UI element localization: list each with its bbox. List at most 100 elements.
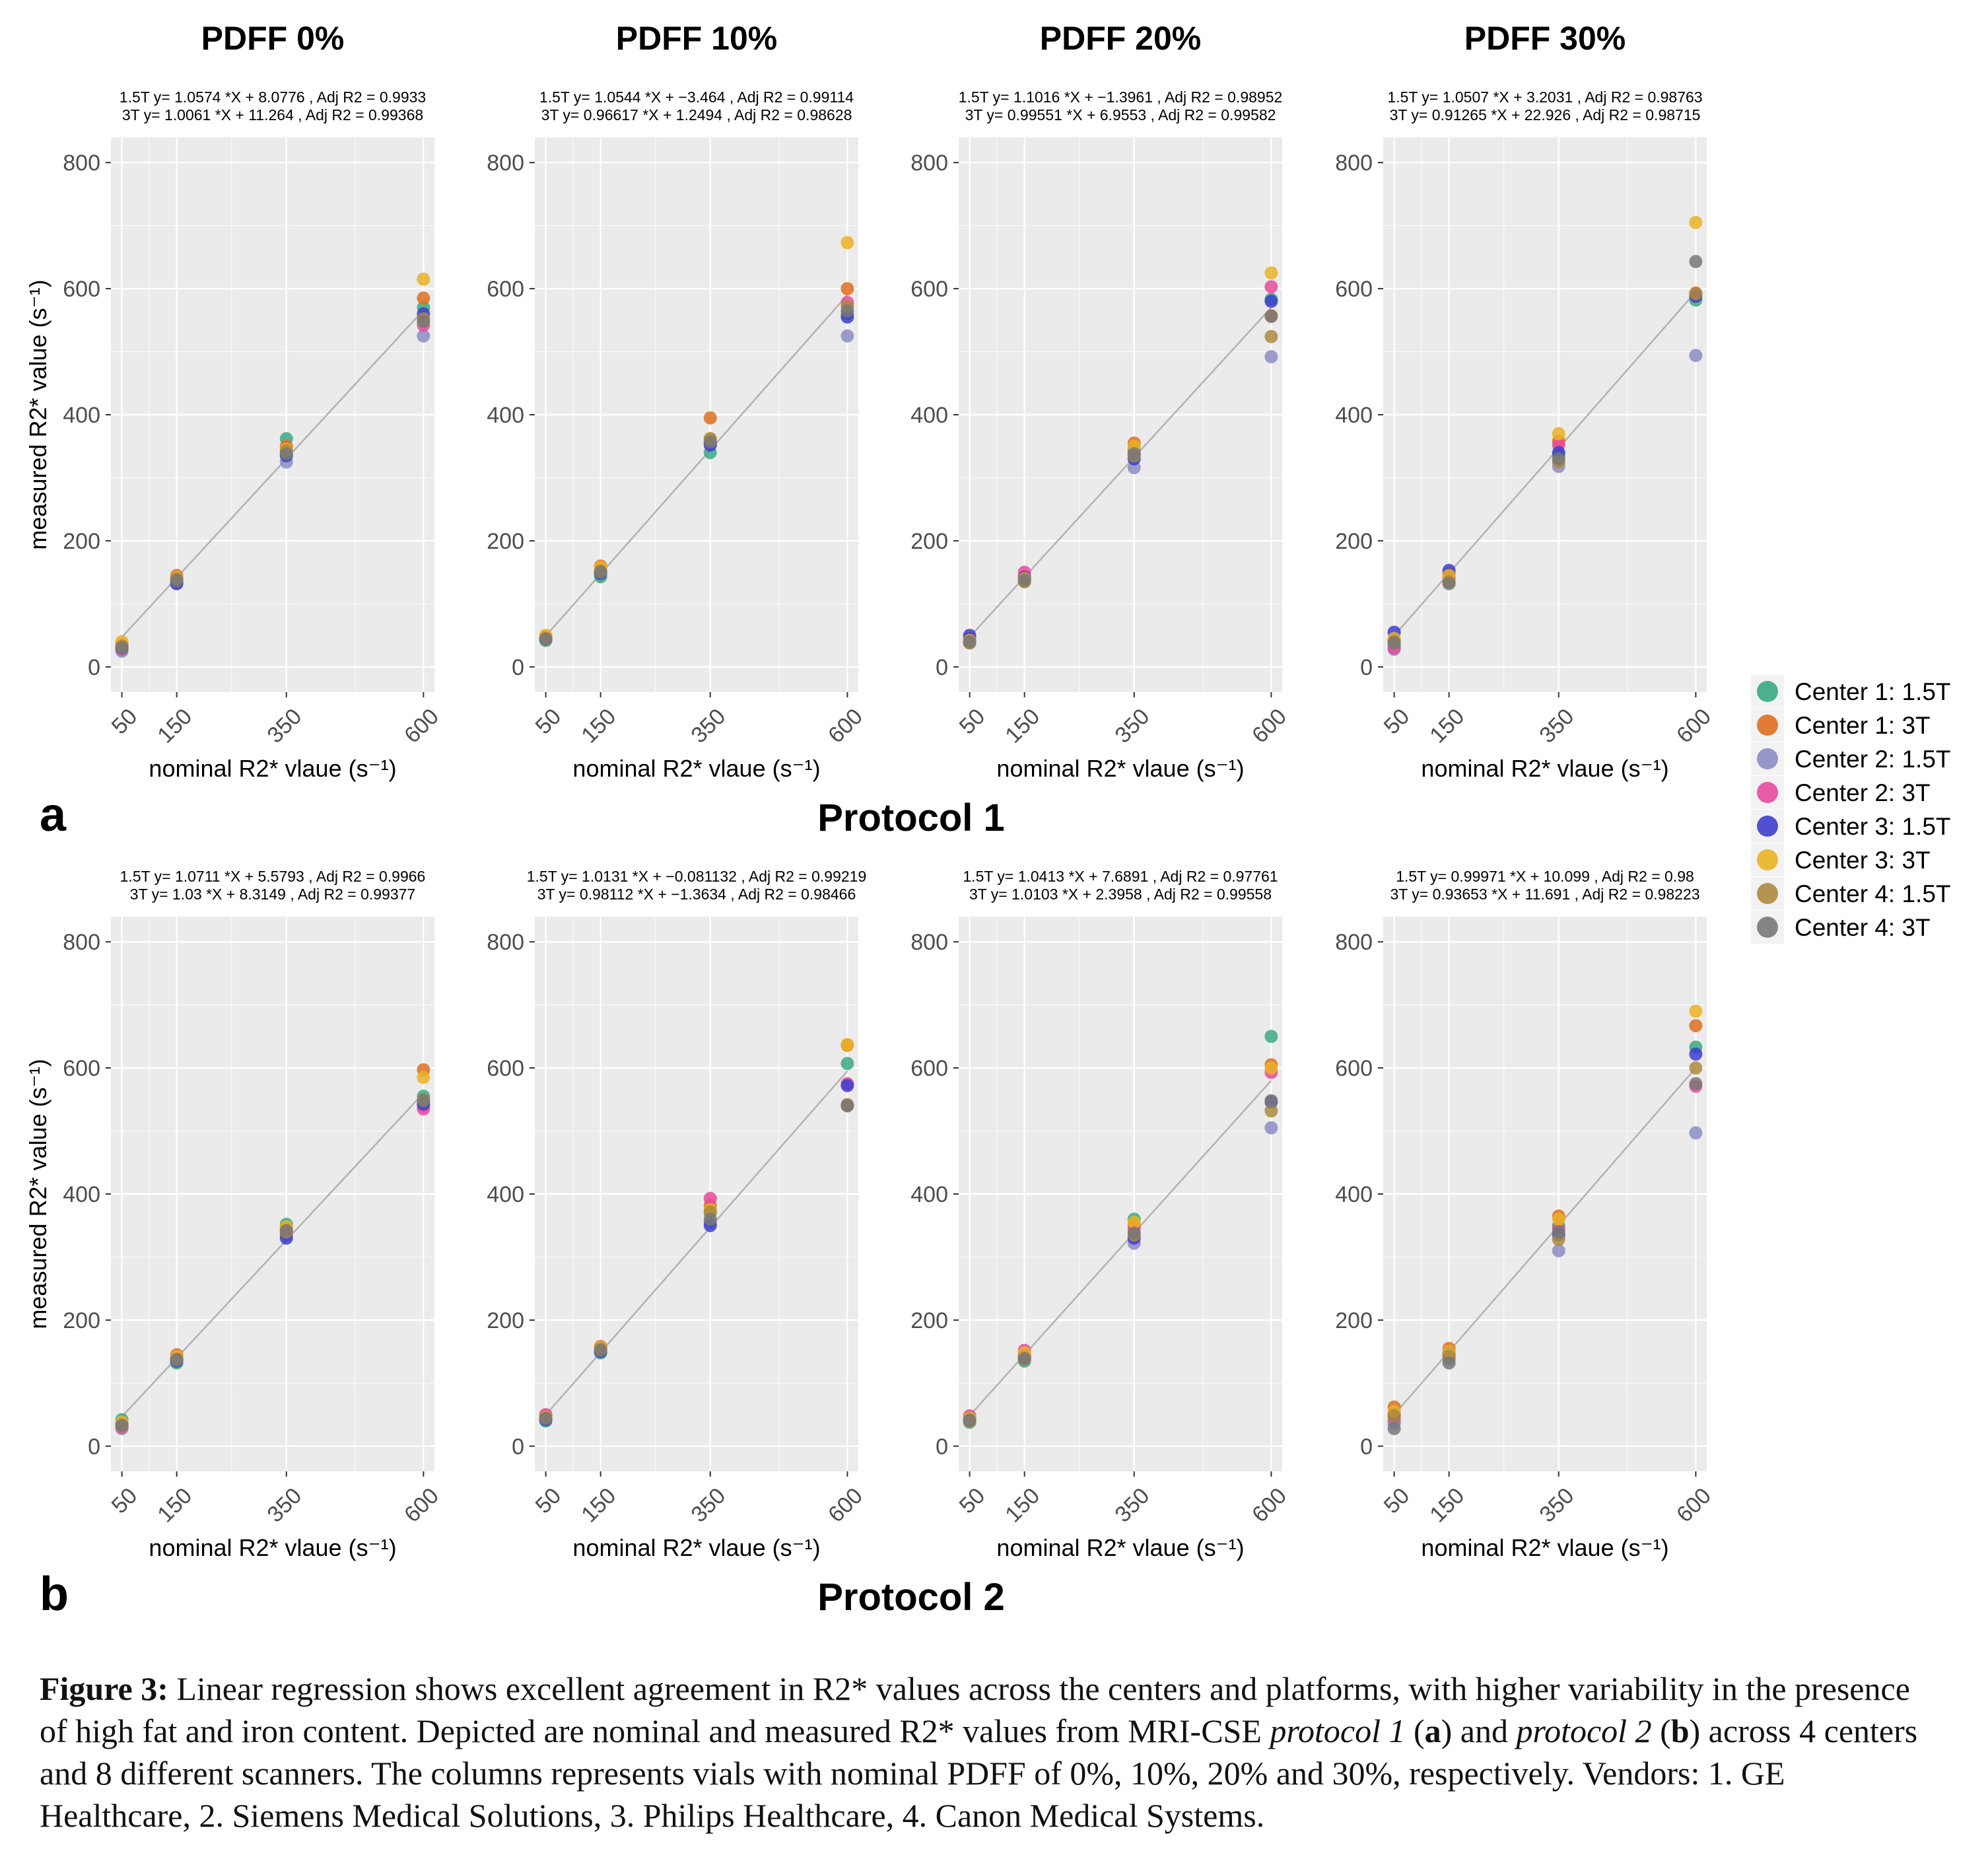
point-center-4-1-5t — [1387, 1409, 1401, 1422]
point-center-4-3t — [1689, 1076, 1703, 1090]
y-tick-label: 600 — [1335, 1056, 1373, 1081]
x-tick-label: 150 — [153, 704, 197, 748]
point-center-4-3t — [594, 1343, 607, 1357]
y-tick-label: 400 — [1335, 1182, 1373, 1207]
point-center-4-3t — [1017, 573, 1031, 587]
x-tick-label: 600 — [399, 704, 444, 748]
y-tick-label: 600 — [1335, 277, 1373, 302]
x-tick-label: 50 — [107, 704, 143, 740]
y-tick-label: 800 — [487, 151, 524, 176]
point-center-4-1-5t — [1264, 1104, 1278, 1117]
protocol-title: Protocol 1 — [817, 796, 1005, 839]
y-tick-label: 200 — [1335, 529, 1373, 554]
point-center-4-3t — [1017, 1352, 1031, 1366]
x-tick-label: 350 — [686, 704, 730, 748]
point-center-2-1-5t — [1689, 1126, 1703, 1140]
legend-label: Center 1: 3T — [1795, 712, 1931, 739]
x-axis-title: nominal R2* vlaue (s⁻¹) — [149, 755, 396, 782]
point-center-4-3t — [1387, 636, 1401, 650]
x-tick-label: 600 — [1247, 1483, 1291, 1527]
equation-15t: 1.5T y= 1.0507 *X + 3.2031 , Adj R2 = 0.… — [1387, 88, 1702, 106]
point-center-4-3t — [1442, 577, 1456, 590]
legend-background — [1750, 667, 1974, 944]
equation-3t: 3T y= 1.0103 *X + 2.3958 , Adj R2 = 0.99… — [969, 886, 1272, 903]
pdff-title: PDFF 0% — [201, 20, 345, 57]
x-tick-label: 150 — [1425, 704, 1469, 748]
point-center-2-3t — [1264, 280, 1278, 294]
y-tick-label: 400 — [910, 403, 948, 428]
y-tick-label: 400 — [487, 1182, 524, 1207]
pdff-title: PDFF 10% — [616, 20, 778, 57]
y-tick-label: 200 — [63, 529, 100, 554]
point-center-4-3t — [1127, 1226, 1141, 1240]
point-center-4-1-5t — [1264, 330, 1278, 343]
point-center-4-3t — [1264, 1094, 1278, 1107]
legend-key-center-2-1-5t — [1757, 748, 1778, 769]
y-tick-label: 400 — [487, 403, 524, 428]
y-tick-label: 800 — [910, 151, 948, 176]
equation-15t: 1.5T y= 0.99971 *X + 10.099 , Adj R2 = 0… — [1396, 868, 1694, 885]
legend-key-center-2-3t — [1757, 782, 1778, 803]
x-tick-label: 150 — [1000, 704, 1045, 748]
point-center-3-1-5t — [1264, 295, 1278, 308]
equation-3t: 3T y= 0.91265 *X + 22.926 , Adj R2 = 0.9… — [1390, 106, 1701, 123]
equation-15t: 1.5T y= 1.0711 *X + 5.5793 , Adj R2 = 0.… — [120, 868, 426, 885]
point-center-4-3t — [963, 635, 977, 649]
y-tick-label: 600 — [63, 1056, 100, 1081]
equation-15t: 1.5T y= 1.0574 *X + 8.0776 , Adj R2 = 0.… — [120, 88, 426, 106]
y-tick-label: 600 — [910, 277, 948, 302]
panel-2-4: 1.5T y= 0.99971 *X + 10.099 , Adj R2 = 0… — [1335, 868, 1716, 1561]
point-center-2-1-5t — [840, 329, 854, 343]
x-axis-title: nominal R2* vlaue (s⁻¹) — [996, 1534, 1244, 1561]
point-center-4-3t — [594, 565, 607, 579]
x-tick-label: 600 — [1247, 704, 1291, 748]
equation-15t: 1.5T y= 1.0131 *X + −0.081132 , Adj R2 =… — [527, 868, 867, 885]
panel-1-1: PDFF 0% 1.5T y= 1.0574 *X + 8.0776 , Adj … — [24, 20, 1005, 841]
point-center-4-3t — [279, 1224, 293, 1238]
point-center-1-3t — [703, 411, 717, 425]
x-tick-label: 600 — [1672, 704, 1716, 748]
x-tick-label: 50 — [955, 1483, 990, 1519]
legend-label: Center 4: 1.5T — [1795, 880, 1951, 907]
x-tick-label: 150 — [576, 704, 621, 748]
x-tick-label: 600 — [823, 704, 868, 748]
point-center-4-3t — [703, 435, 717, 449]
point-center-4-3t — [115, 641, 129, 655]
point-center-4-3t — [1552, 452, 1565, 466]
y-tick-label: 600 — [63, 277, 100, 302]
x-tick-label: 600 — [1672, 1483, 1716, 1527]
point-center-4-3t — [1127, 447, 1141, 461]
pdff-title: PDFF 20% — [1040, 20, 1202, 57]
point-center-3-3t — [840, 236, 854, 250]
y-tick-label: 0 — [936, 655, 948, 680]
x-tick-label: 150 — [153, 1483, 197, 1527]
y-tick-label: 200 — [1335, 1308, 1373, 1333]
x-tick-label: 350 — [686, 1483, 730, 1527]
point-center-3-1-5t — [1689, 1047, 1703, 1061]
x-axis-title: nominal R2* vlaue (s⁻¹) — [1421, 755, 1668, 782]
point-center-4-3t — [417, 1094, 430, 1107]
legend-key-center-1-3t — [1757, 715, 1778, 736]
x-tick-label: 150 — [1000, 1483, 1045, 1527]
y-tick-label: 0 — [88, 1434, 100, 1459]
y-tick-label: 0 — [1360, 1434, 1373, 1459]
point-center-3-3t — [840, 1037, 854, 1051]
legend-key-center-1-1-5t — [1757, 681, 1778, 702]
x-axis-title: nominal R2* vlaue (s⁻¹) — [149, 1534, 396, 1561]
x-tick-label: 350 — [1534, 704, 1579, 748]
point-center-4-3t — [840, 1099, 854, 1113]
x-tick-label: 150 — [1425, 1483, 1469, 1527]
point-center-3-3t — [1264, 266, 1278, 280]
point-center-4-3t — [279, 447, 293, 461]
y-tick-label: 400 — [910, 1182, 948, 1207]
y-tick-label: 200 — [910, 1308, 948, 1333]
panel-letter: b — [40, 1568, 69, 1621]
point-center-3-3t — [417, 1071, 430, 1084]
point-center-1-3t — [1689, 1019, 1703, 1033]
point-center-2-1-5t — [1264, 1121, 1278, 1135]
point-center-4-3t — [1689, 255, 1703, 269]
x-tick-label: 50 — [1379, 1483, 1415, 1519]
legend: Center 1: 1.5T Center 1: 3T Center 2: 1.5T… — [1750, 667, 1974, 944]
legend-label: Center 3: 3T — [1795, 847, 1931, 874]
protocol-title: Protocol 2 — [817, 1576, 1005, 1619]
